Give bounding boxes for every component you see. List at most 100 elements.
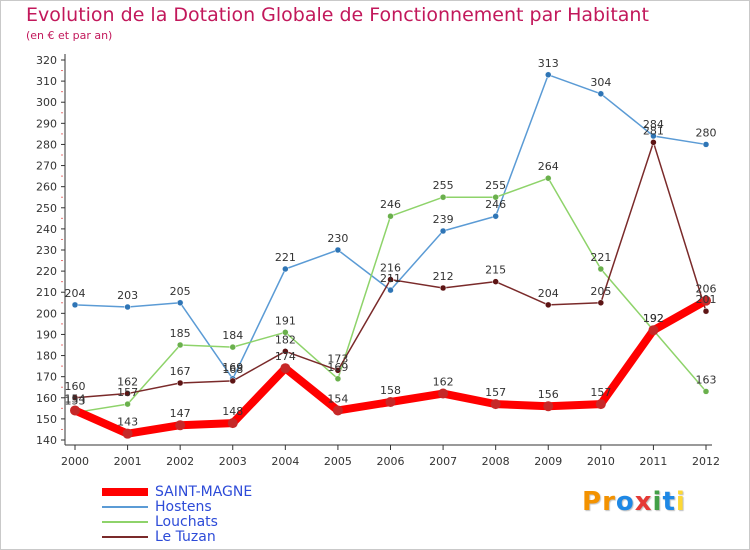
data-point [176, 341, 184, 349]
y-tick-label: 230 [36, 244, 57, 257]
y-tick-label: 250 [36, 202, 57, 215]
data-point [702, 388, 710, 395]
data-point [702, 307, 710, 315]
data-point [124, 390, 131, 397]
x-tick-label: 2000 [61, 455, 89, 468]
data-label: 212 [433, 270, 454, 283]
data-point [334, 246, 342, 254]
data-point [492, 212, 499, 220]
legend-label: Hostens [155, 499, 212, 515]
y-tick-label: 160 [36, 392, 57, 405]
data-label: 191 [275, 314, 296, 327]
data-point [701, 295, 711, 306]
data-label: 169 [327, 361, 348, 374]
y-tick-label: 320 [36, 54, 57, 67]
data-point [332, 405, 343, 416]
y-tick-label: 220 [36, 265, 57, 278]
data-label: 211 [380, 272, 401, 285]
data-label: 246 [380, 198, 401, 211]
data-label: 204 [538, 287, 559, 300]
chart-title: Evolution de la Dotation Globale de Fonc… [26, 4, 649, 26]
data-label: 284 [643, 118, 664, 131]
data-point [648, 325, 659, 336]
data-label: 192 [643, 312, 664, 325]
data-point [650, 139, 657, 146]
data-label: 204 [65, 287, 86, 300]
data-label: 154 [327, 392, 348, 405]
y-tick-label: 240 [36, 223, 57, 236]
data-point [438, 388, 449, 399]
data-point [543, 401, 554, 412]
data-point [229, 377, 236, 385]
x-tick-label: 2009 [534, 455, 562, 468]
logo-letter: t [662, 487, 676, 517]
data-point [650, 132, 657, 140]
data-label: 157 [485, 386, 506, 399]
data-point [545, 301, 552, 309]
data-label: 216 [380, 262, 401, 275]
data-point [387, 286, 394, 294]
data-point [545, 71, 552, 79]
y-tick-label: 190 [36, 328, 57, 341]
y-tick-label: 210 [36, 286, 57, 299]
data-label: 158 [380, 384, 401, 397]
x-tick-label: 2012 [692, 455, 720, 468]
x-tick-label: 2008 [482, 455, 510, 468]
data-label: 205 [170, 285, 191, 298]
data-label: 156 [538, 388, 559, 401]
data-point [122, 428, 133, 439]
legend-label: SAINT-MAGNE [155, 484, 253, 500]
x-tick-label: 2004 [271, 455, 299, 468]
data-point [545, 174, 552, 182]
data-point [334, 367, 342, 374]
y-tick-label: 150 [36, 413, 57, 426]
data-label: 173 [327, 352, 348, 365]
data-label: 163 [696, 373, 717, 386]
data-point [334, 375, 342, 383]
data-label: 167 [170, 365, 191, 378]
y-tick-label: 270 [36, 160, 57, 173]
data-point [176, 379, 184, 387]
data-label: 203 [117, 289, 138, 302]
data-point [439, 227, 447, 235]
data-label: 182 [275, 333, 296, 346]
data-point [71, 394, 79, 402]
data-label: 169 [222, 361, 243, 374]
data-label: 201 [696, 293, 717, 306]
data-label: 143 [117, 416, 138, 429]
data-label: 184 [222, 329, 243, 342]
y-tick-label: 300 [36, 96, 57, 109]
legend-label: Le Tuzan [155, 529, 216, 545]
logo-letter: i [652, 487, 663, 517]
logo-letter: o [615, 487, 635, 517]
data-point [280, 363, 291, 374]
data-point [229, 343, 236, 351]
data-label: 174 [275, 350, 296, 363]
data-point [439, 284, 447, 292]
data-point [597, 299, 605, 307]
y-tick-label: 180 [36, 350, 57, 363]
x-tick-label: 2011 [639, 455, 667, 468]
data-point [439, 193, 447, 201]
y-tick-label: 170 [36, 371, 57, 384]
data-point [282, 348, 289, 355]
data-label: 221 [590, 251, 611, 264]
data-point [176, 299, 184, 307]
data-label: 230 [327, 232, 348, 245]
data-label: 206 [696, 283, 717, 296]
proxiti-logo: Proxiti [582, 487, 686, 517]
y-tick-label: 310 [36, 75, 57, 88]
y-tick-label: 280 [36, 138, 57, 151]
data-point [175, 420, 186, 431]
y-tick-label: 290 [36, 117, 57, 130]
y-tick-label: 260 [36, 181, 57, 194]
data-label: 157 [590, 386, 611, 399]
data-label: 221 [275, 251, 296, 264]
data-label: 185 [170, 327, 191, 340]
y-tick-label: 200 [36, 307, 57, 320]
x-tick-label: 2003 [219, 455, 247, 468]
data-point [492, 278, 499, 285]
data-label: 162 [117, 376, 138, 389]
